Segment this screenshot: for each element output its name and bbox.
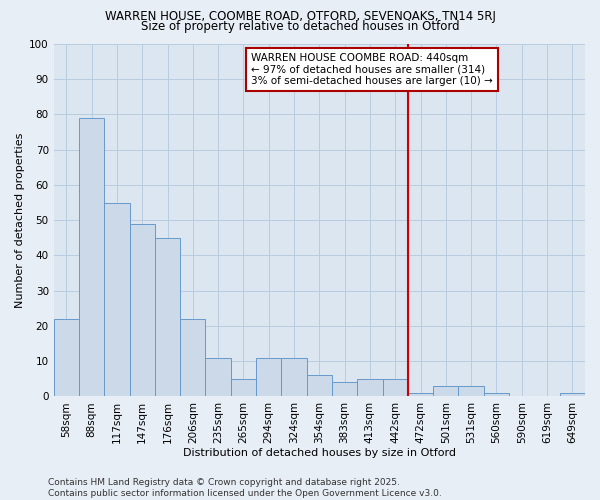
Bar	[281, 358, 307, 397]
Bar	[332, 382, 357, 396]
Bar	[357, 378, 383, 396]
Bar	[205, 358, 231, 397]
Bar	[155, 238, 180, 396]
Bar	[383, 378, 408, 396]
Text: WARREN HOUSE, COOMBE ROAD, OTFORD, SEVENOAKS, TN14 5RJ: WARREN HOUSE, COOMBE ROAD, OTFORD, SEVEN…	[104, 10, 496, 23]
Y-axis label: Number of detached properties: Number of detached properties	[15, 132, 25, 308]
Bar	[433, 386, 458, 396]
Bar	[484, 393, 509, 396]
Bar	[408, 393, 433, 396]
Text: Contains HM Land Registry data © Crown copyright and database right 2025.
Contai: Contains HM Land Registry data © Crown c…	[48, 478, 442, 498]
Bar	[104, 202, 130, 396]
Bar	[53, 319, 79, 396]
Bar	[231, 378, 256, 396]
Bar	[458, 386, 484, 396]
Bar	[560, 393, 585, 396]
Bar	[130, 224, 155, 396]
Bar	[307, 375, 332, 396]
Bar	[180, 319, 205, 396]
Text: WARREN HOUSE COOMBE ROAD: 440sqm
← 97% of detached houses are smaller (314)
3% o: WARREN HOUSE COOMBE ROAD: 440sqm ← 97% o…	[251, 53, 493, 86]
Bar	[256, 358, 281, 397]
X-axis label: Distribution of detached houses by size in Otford: Distribution of detached houses by size …	[183, 448, 456, 458]
Bar	[79, 118, 104, 396]
Text: Size of property relative to detached houses in Otford: Size of property relative to detached ho…	[140, 20, 460, 33]
